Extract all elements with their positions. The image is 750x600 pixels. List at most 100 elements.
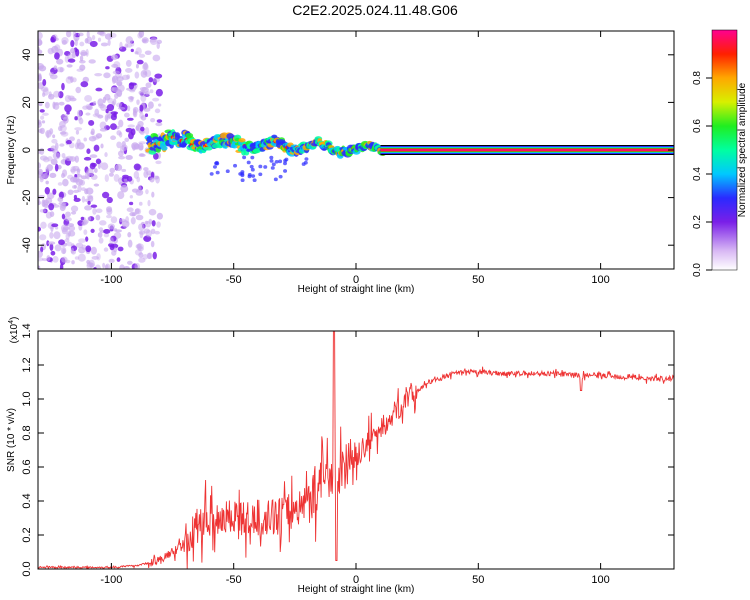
- noise-speckle: [128, 82, 137, 86]
- signal-blob: [160, 145, 168, 151]
- noise-speckle: [155, 175, 160, 184]
- y-tick-label: -40: [21, 237, 33, 253]
- noise-speckle: [144, 220, 149, 225]
- y-tick-label: 1.4: [21, 323, 33, 338]
- noise-speckle: [90, 204, 98, 208]
- noise-speckle: [102, 96, 107, 104]
- noise-speckle: [86, 261, 92, 269]
- noise-speckle: [138, 257, 146, 263]
- noise-speckle: [56, 58, 64, 65]
- chart-title: C2E2.2025.024.11.48.G06: [292, 2, 458, 18]
- noise-speckle: [143, 107, 151, 112]
- signal-blob: [252, 178, 257, 183]
- signal-blob: [284, 157, 289, 162]
- noise-speckle: [39, 127, 45, 135]
- noise-speckle: [43, 172, 48, 180]
- noise-speckle: [45, 129, 52, 138]
- noise-speckle: [136, 99, 140, 106]
- noise-speckle: [84, 205, 93, 211]
- noise-speckle: [38, 74, 42, 82]
- x-tick-label: -100: [100, 274, 122, 286]
- noise-speckle: [38, 226, 42, 232]
- signal-blob: [278, 159, 283, 164]
- noise-speckle: [140, 115, 147, 121]
- noise-speckle: [113, 173, 120, 182]
- noise-speckle: [117, 106, 126, 110]
- signal-blob: [251, 174, 256, 178]
- y-tick-label: 0: [21, 147, 33, 153]
- noise-speckle: [156, 221, 161, 228]
- noise-speckle: [138, 223, 145, 231]
- noise-speckle: [80, 81, 89, 88]
- noise-speckle: [138, 201, 143, 206]
- noise-speckle: [48, 203, 55, 211]
- noise-speckle: [121, 168, 127, 172]
- noise-speckle: [47, 241, 56, 245]
- noise-speckle: [74, 127, 83, 131]
- noise-speckle: [38, 162, 42, 169]
- noise-speckle: [50, 158, 58, 165]
- noise-speckle: [154, 73, 163, 79]
- noise-speckle: [70, 168, 76, 173]
- noise-speckle: [104, 33, 113, 40]
- noise-speckle: [65, 76, 73, 84]
- noise-speckle: [61, 39, 67, 46]
- noise-speckle: [129, 194, 133, 199]
- colorbar-tick-label: 0.4: [692, 167, 703, 181]
- snr-scale-factor: (x104): [8, 317, 20, 344]
- noise-speckle: [86, 171, 90, 180]
- signal-blob: [246, 160, 251, 165]
- noise-speckle: [110, 135, 117, 140]
- noise-speckle: [46, 255, 51, 262]
- noise-speckle: [121, 220, 130, 228]
- y-tick-label: 0.2: [21, 527, 33, 542]
- signal-blob: [249, 164, 254, 169]
- noise-speckle: [49, 74, 58, 80]
- noise-speckle: [106, 104, 115, 112]
- noise-speckle: [65, 259, 71, 264]
- spectrogram-x-axis-label: Height of straight line (km): [298, 284, 415, 295]
- noise-speckle: [38, 201, 41, 206]
- noise-speckle: [45, 180, 49, 185]
- noise-speckle: [106, 207, 113, 216]
- noise-speckle: [145, 189, 149, 195]
- x-tick-label: -50: [226, 274, 242, 286]
- noise-speckle: [79, 55, 84, 62]
- noise-speckle: [144, 50, 152, 56]
- noise-speckle: [136, 59, 144, 65]
- noise-speckle: [137, 185, 142, 193]
- noise-speckle: [45, 166, 49, 174]
- noise-speckle: [54, 44, 61, 51]
- noise-speckle: [89, 40, 98, 48]
- signal-blob: [146, 136, 153, 143]
- noise-speckle: [140, 94, 147, 103]
- noise-speckle: [134, 208, 140, 214]
- noise-speckle: [94, 108, 100, 117]
- signal-blob: [274, 160, 279, 164]
- noise-speckle: [47, 156, 53, 162]
- noise-speckle: [74, 116, 78, 121]
- signal-blob: [270, 166, 275, 170]
- noise-speckle: [38, 265, 41, 269]
- signal-blob: [215, 170, 220, 175]
- noise-speckle: [83, 137, 87, 142]
- colorbar: 0.0 0.2 0.4 0.6 0.8 Normalized spectral ampl…: [692, 29, 748, 277]
- noise-speckle: [75, 86, 82, 94]
- noise-speckle: [112, 98, 117, 106]
- noise-speckle: [42, 88, 49, 96]
- noise-speckle: [52, 134, 56, 139]
- noise-speckle: [109, 237, 114, 246]
- noise-speckle: [67, 58, 76, 63]
- snr-x-ticks: -100 -50 0 50 100: [100, 331, 610, 586]
- noise-speckle: [61, 256, 68, 263]
- noise-speckle: [39, 208, 47, 213]
- noise-speckle: [62, 169, 68, 177]
- noise-speckle: [60, 114, 69, 120]
- noise-speckle: [110, 235, 117, 242]
- noise-speckle: [116, 81, 123, 87]
- noise-speckle: [146, 252, 152, 260]
- noise-speckle: [103, 72, 111, 79]
- noise-speckle: [111, 76, 116, 84]
- noise-speckle: [64, 217, 72, 222]
